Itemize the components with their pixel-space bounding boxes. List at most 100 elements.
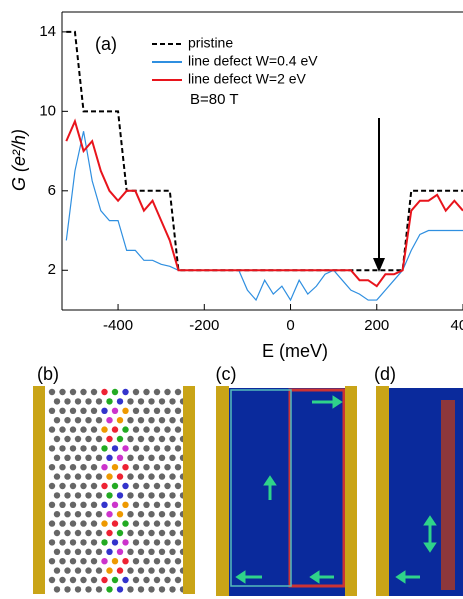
- atom: [59, 426, 66, 433]
- atom: [95, 548, 103, 555]
- atom: [153, 482, 161, 490]
- atom: [59, 388, 66, 396]
- atom: [48, 464, 56, 471]
- atom: [85, 454, 92, 461]
- atom: [101, 407, 108, 414]
- atom: [116, 398, 124, 405]
- atom: [53, 548, 61, 555]
- atom: [80, 445, 87, 452]
- atom: [111, 558, 119, 565]
- atom: [80, 501, 87, 508]
- atom: [148, 435, 155, 443]
- atom: [143, 520, 150, 527]
- atom: [80, 520, 87, 527]
- atom: [153, 576, 161, 584]
- atom: [174, 464, 182, 471]
- atom: [85, 492, 92, 499]
- atom: [127, 529, 134, 537]
- atom: [69, 576, 77, 584]
- atom: [143, 464, 150, 471]
- atom: [95, 435, 103, 443]
- atom: [158, 586, 166, 593]
- atom: [137, 398, 145, 405]
- atom: [64, 454, 71, 461]
- atom: [174, 426, 182, 433]
- atom: [74, 529, 82, 537]
- atom: [137, 529, 145, 537]
- atom: [48, 576, 56, 584]
- x-tick-label: 0: [286, 317, 294, 334]
- atom: [101, 426, 108, 433]
- lead: [345, 386, 357, 596]
- atom: [132, 388, 140, 396]
- lead: [216, 386, 229, 596]
- atom: [69, 501, 77, 508]
- atom: [127, 417, 134, 424]
- atom: [122, 464, 129, 471]
- atom: [164, 576, 171, 584]
- atom: [158, 473, 166, 480]
- atom: [101, 445, 108, 452]
- atom: [174, 501, 182, 508]
- panel-label: (c): [216, 364, 237, 384]
- atom: [64, 473, 71, 480]
- atom: [85, 435, 92, 443]
- atom: [106, 398, 113, 405]
- atom: [80, 558, 87, 565]
- atom: [106, 417, 113, 424]
- atom: [48, 407, 56, 414]
- atom: [116, 586, 124, 593]
- atom: [169, 492, 176, 499]
- atom: [132, 426, 140, 433]
- lead: [376, 386, 389, 596]
- atom: [169, 435, 176, 443]
- atom: [137, 492, 145, 499]
- x-tick-label: -400: [103, 317, 133, 334]
- atom: [164, 407, 171, 414]
- atom: [85, 473, 92, 480]
- atom: [127, 454, 134, 461]
- atom: [122, 539, 129, 546]
- edge-state: [441, 400, 455, 590]
- atom: [164, 482, 171, 490]
- atom: [122, 426, 129, 433]
- atom: [106, 548, 113, 555]
- atom: [153, 558, 161, 565]
- atom: [90, 576, 98, 584]
- atom: [74, 492, 82, 499]
- atom: [101, 520, 108, 527]
- atom: [64, 511, 71, 518]
- atom: [164, 445, 171, 452]
- atom: [95, 454, 103, 461]
- atom: [95, 567, 103, 574]
- atom: [106, 473, 113, 480]
- atom: [106, 492, 113, 499]
- edge-state: [230, 389, 292, 587]
- atom: [64, 492, 71, 499]
- atom: [101, 464, 108, 471]
- arrows: [235, 395, 437, 584]
- atom: [64, 529, 71, 537]
- atom: [48, 501, 56, 508]
- atom: [106, 454, 113, 461]
- atom: [127, 567, 134, 574]
- atom: [116, 454, 124, 461]
- atom: [169, 529, 176, 537]
- atom: [69, 520, 77, 527]
- atom: [80, 576, 87, 584]
- atom: [122, 520, 129, 527]
- atom: [90, 426, 98, 433]
- atom: [111, 482, 119, 490]
- atom: [85, 529, 92, 537]
- atom: [174, 407, 182, 414]
- atom: [137, 586, 145, 593]
- atom: [80, 539, 87, 546]
- atom: [74, 398, 82, 405]
- atom: [111, 388, 119, 396]
- atom: [143, 407, 150, 414]
- atom: [137, 417, 145, 424]
- atom: [127, 548, 134, 555]
- atom: [106, 435, 113, 443]
- atom: [137, 454, 145, 461]
- atom: [80, 407, 87, 414]
